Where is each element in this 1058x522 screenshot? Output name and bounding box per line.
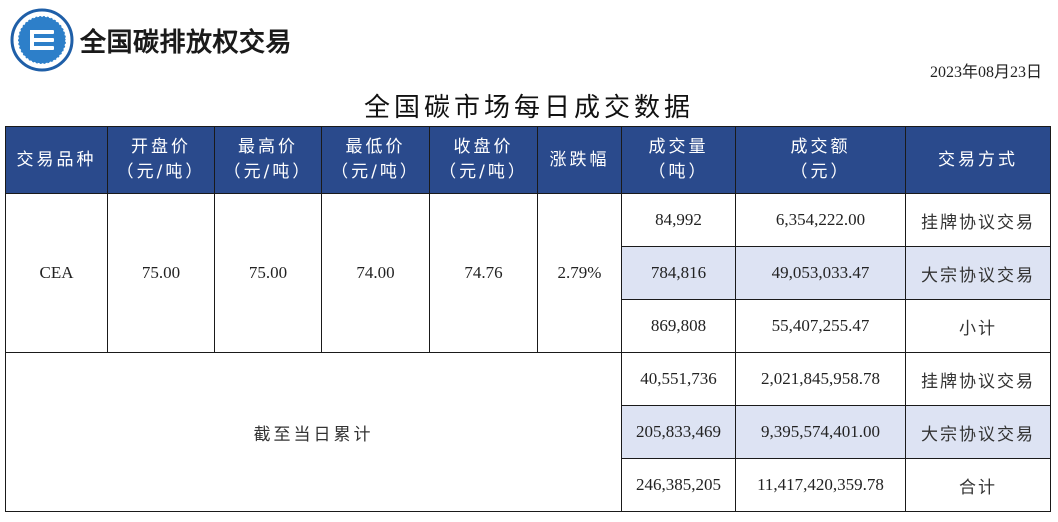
header-low-price: 最低价 （元/吨） — [321, 126, 430, 194]
table-row: CEA 75.00 75.00 74.00 74.76 2.79% 84,992… — [5, 193, 1051, 353]
amount-cell: 6,354,222.00 — [735, 193, 906, 247]
change-cell: 2.79% — [537, 193, 622, 353]
mode-cell: 小计 — [905, 299, 1051, 353]
header-amount: 成交额 （元） — [735, 126, 906, 194]
volume-cell: 40,551,736 — [621, 352, 736, 406]
header-open-price: 开盘价 （元/吨） — [107, 126, 215, 194]
exchange-logo-icon — [10, 8, 74, 72]
mode-cell: 大宗协议交易 — [905, 405, 1051, 459]
header-high-price: 最高价 （元/吨） — [214, 126, 322, 194]
mode-cell: 挂牌协议交易 — [905, 352, 1051, 406]
amount-cell: 9,395,574,401.00 — [735, 405, 906, 459]
volume-cell: 205,833,469 — [621, 405, 736, 459]
table-row: 截至当日累计 40,551,736 2,021,845,958.78 挂牌协议交… — [5, 352, 1051, 512]
header-close-price: 收盘价 （元/吨） — [429, 126, 538, 194]
table-row: 205,833,469 9,395,574,401.00 大宗协议交易 — [6, 405, 1051, 459]
brand-name: 全国碳排放权交易 — [80, 28, 293, 58]
open-price-cell: 75.00 — [107, 193, 215, 353]
header-change: 涨跌幅 — [537, 126, 622, 194]
low-price-cell: 74.00 — [321, 193, 430, 353]
amount-cell: 55,407,255.47 — [735, 299, 906, 353]
mode-cell: 挂牌协议交易 — [905, 193, 1051, 247]
table-row: 246,385,205 11,417,420,359.78 合计 — [6, 458, 1051, 512]
cumulative-label-cell: 截至当日累计 — [5, 352, 622, 512]
trading-data-table: 交易品种 开盘价 （元/吨） 最高价 （元/吨） 最低价 （元/吨） 收盘价 （元/吨）… — [5, 126, 1051, 512]
header-product: 交易品种 — [5, 126, 108, 194]
header-mode: 交易方式 — [905, 126, 1051, 194]
volume-cell: 246,385,205 — [621, 458, 736, 512]
table-header-row: 交易品种 开盘价 （元/吨） 最高价 （元/吨） 最低价 （元/吨） 收盘价 （元/吨）… — [5, 126, 1051, 194]
page-title: 全国碳市场每日成交数据 — [363, 93, 694, 123]
volume-cell: 784,816 — [621, 246, 736, 300]
header-volume: 成交量 （吨） — [621, 126, 736, 194]
volume-cell: 869,808 — [621, 299, 736, 353]
amount-cell: 2,021,845,958.78 — [735, 352, 906, 406]
amount-cell: 49,053,033.47 — [735, 246, 906, 300]
close-price-cell: 74.76 — [429, 193, 538, 353]
report-date: 2023年08月23日 — [929, 64, 1042, 81]
table-row: 784,816 49,053,033.47 大宗协议交易 — [6, 246, 1051, 300]
mode-cell: 合计 — [905, 458, 1051, 512]
amount-cell: 11,417,420,359.78 — [735, 458, 906, 512]
high-price-cell: 75.00 — [214, 193, 322, 353]
mode-cell: 大宗协议交易 — [905, 246, 1051, 300]
product-cell: CEA — [5, 193, 108, 353]
volume-cell: 84,992 — [621, 193, 736, 247]
